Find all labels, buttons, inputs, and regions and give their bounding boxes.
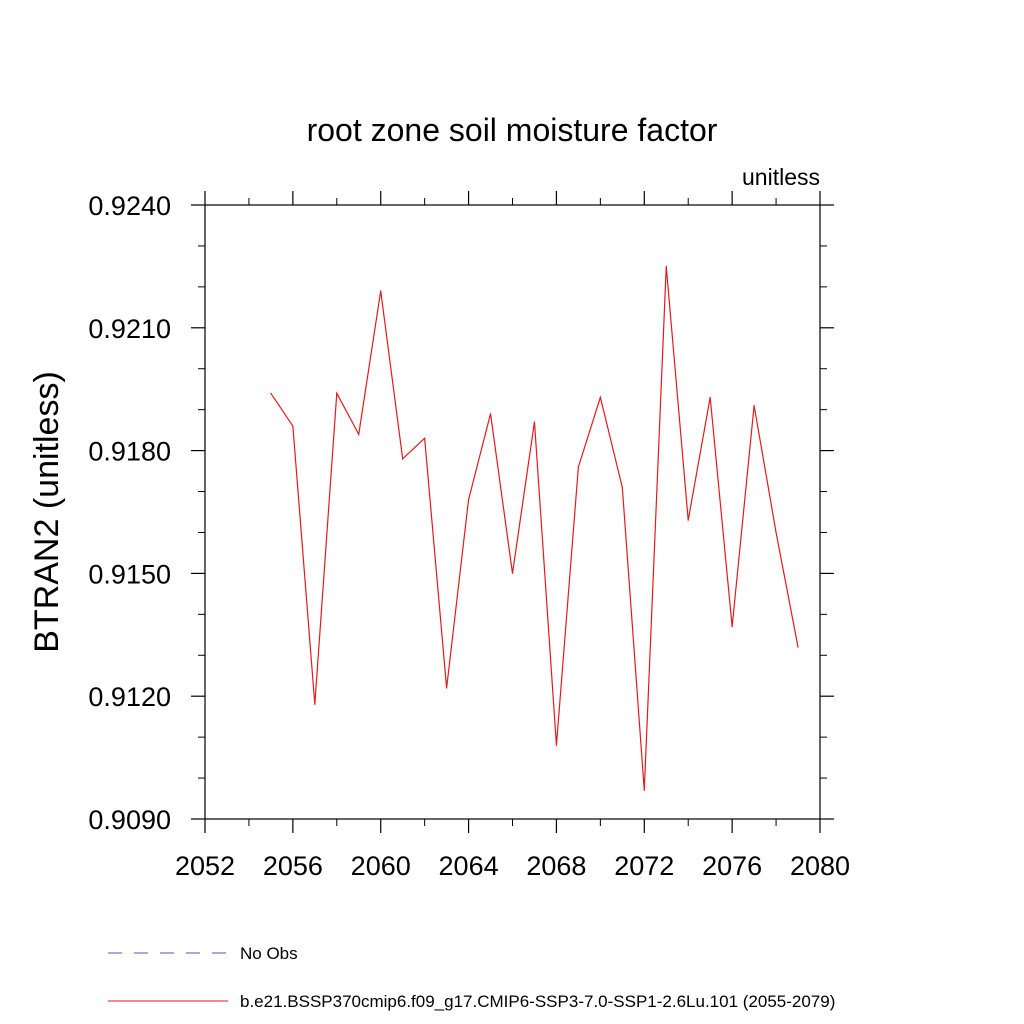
y-tick-label: 0.9210 <box>88 314 171 344</box>
x-tick-label: 2068 <box>526 851 586 881</box>
data-point <box>797 646 799 648</box>
data-point <box>731 626 733 628</box>
data-point <box>358 433 360 435</box>
data-point <box>402 458 404 460</box>
data-point <box>533 421 536 423</box>
x-tick-label: 2076 <box>702 851 762 881</box>
data-point <box>577 466 579 468</box>
y-tick-label: 0.9180 <box>88 437 171 467</box>
data-point <box>775 531 777 534</box>
x-tick-label: 2056 <box>263 851 323 881</box>
x-tick-label: 2060 <box>351 851 411 881</box>
data-point <box>424 437 426 439</box>
x-tick-label: 2052 <box>175 851 235 881</box>
data-point <box>665 265 667 267</box>
x-tick-label: 2064 <box>439 851 499 881</box>
y-tick-label: 0.9090 <box>88 805 171 835</box>
y-tick-label: 0.9240 <box>88 191 171 221</box>
chart-title: root zone soil moisture factor <box>307 112 718 148</box>
data-point <box>446 687 448 689</box>
data-point <box>599 396 601 398</box>
data-point <box>270 392 272 394</box>
x-tick-label: 2080 <box>790 851 850 881</box>
y-tick-label: 0.9120 <box>88 682 171 712</box>
data-point <box>753 404 755 407</box>
y-tick-label: 0.9150 <box>88 559 171 589</box>
data-point <box>489 413 492 415</box>
y-axis-title: BTRAN2 (unitless) <box>28 371 66 653</box>
data-point <box>292 425 294 427</box>
data-point <box>314 703 316 705</box>
data-point <box>687 519 689 521</box>
data-point <box>709 396 711 398</box>
legend: No Obs b.e21.BSSP370cmip6.f09_g17.CMIP6-S… <box>108 944 835 1011</box>
x-tick-label: 2072 <box>614 851 674 881</box>
data-point <box>467 499 470 501</box>
data-point <box>621 486 623 489</box>
data-point <box>511 572 514 575</box>
data-point <box>380 290 382 292</box>
plot-area: 2052 2056 2060 2064 2068 2072 2076 2080 0.9090 0.… <box>88 191 850 881</box>
data-point <box>555 744 558 746</box>
units-label: unitless <box>742 164 820 190</box>
data-point <box>643 789 645 791</box>
data-point <box>336 392 338 394</box>
legend-label: No Obs <box>240 944 298 963</box>
legend-label: b.e21.BSSP370cmip6.f09_g17.CMIP6-SSP3-7.… <box>240 992 835 1011</box>
